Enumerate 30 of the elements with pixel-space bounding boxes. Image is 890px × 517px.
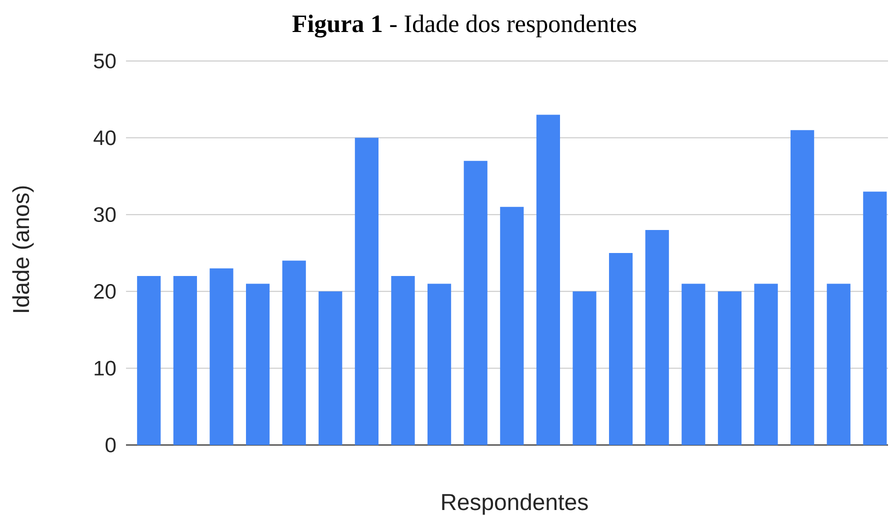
bar (173, 276, 197, 445)
bar (754, 284, 778, 445)
bar (137, 276, 161, 445)
bar (500, 206, 524, 445)
y-tick-label: 40 (94, 130, 116, 146)
bar (863, 192, 887, 445)
bar (391, 276, 415, 445)
bar (246, 284, 270, 445)
y-tick-label: 0 (106, 438, 116, 452)
bar (428, 284, 452, 445)
bar (682, 284, 706, 445)
bar (354, 138, 378, 445)
bar (210, 268, 234, 445)
y-tick-label: 20 (94, 284, 116, 299)
bar (536, 114, 560, 445)
bar (282, 260, 306, 445)
x-axis-title: Respondentes (442, 493, 588, 515)
y-tick-label: 10 (94, 360, 116, 376)
bar (790, 130, 814, 445)
y-axis-title: Idade (anos) (12, 186, 34, 312)
bar (609, 253, 633, 445)
bar (645, 230, 669, 445)
y-tick-label: 30 (94, 207, 116, 222)
chart-title: Figura 1 - Idade dos respondentes (292, 14, 636, 38)
bar (464, 160, 488, 445)
bar (318, 291, 342, 445)
y-tick-label: 50 (94, 54, 116, 68)
bar (718, 291, 742, 445)
bar (572, 291, 596, 445)
bar (826, 284, 850, 445)
